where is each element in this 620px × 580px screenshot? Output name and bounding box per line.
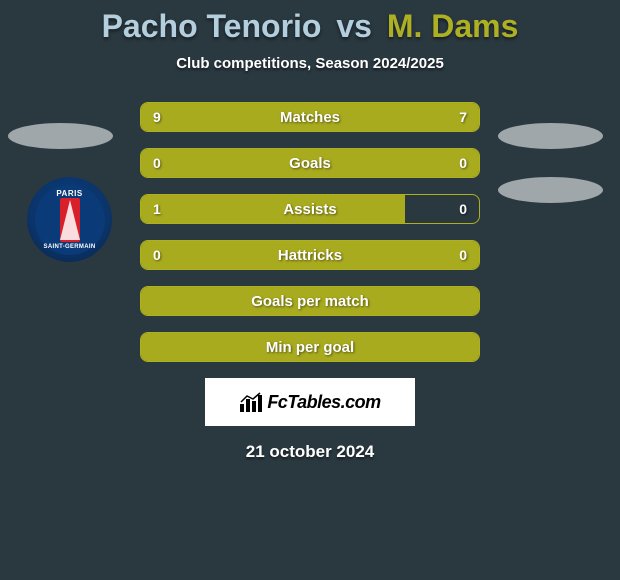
- stat-value-left: 1: [153, 195, 161, 223]
- stat-value-right: 0: [459, 149, 467, 177]
- date-text: 21 october 2024: [0, 442, 620, 462]
- player2-name: M. Dams: [387, 8, 519, 44]
- stat-row-hattricks: Hattricks0 0: [140, 240, 480, 270]
- stat-row-min-per-goal: Min per goal: [140, 332, 480, 362]
- stats-bars: Matches97Goals00Assists10Hattricks00Goal…: [140, 102, 480, 362]
- stat-value-left: 9: [153, 103, 161, 131]
- page-title: Pacho Tenorio vs M. Dams: [0, 8, 620, 45]
- vs-text: vs: [336, 8, 372, 44]
- psg-red-stripe: [60, 198, 80, 242]
- stat-value-left: 0: [153, 241, 161, 269]
- avatar-shadow-right-2: [498, 177, 603, 203]
- stat-value-right: 0: [459, 195, 467, 223]
- stat-label: Goals per match: [141, 287, 479, 315]
- stat-value-right: 7: [459, 103, 467, 131]
- stat-label: Min per goal: [141, 333, 479, 361]
- eiffel-icon: [60, 200, 80, 240]
- psg-text-top: PARIS: [56, 189, 82, 198]
- stat-row-assists: Assists1 0: [140, 194, 480, 224]
- stat-label: Goals: [141, 149, 479, 177]
- avatar-shadow-right-1: [498, 123, 603, 149]
- stat-row-goals: Goals0 0: [140, 148, 480, 178]
- comparison-infographic: Pacho Tenorio vs M. Dams Club competitio…: [0, 0, 620, 462]
- psg-badge-inner: PARIS SAINT-GERMAIN: [35, 185, 105, 255]
- brand-text: FcTables.com: [267, 392, 380, 413]
- stat-label: Hattricks: [141, 241, 479, 269]
- stat-value-left: 0: [153, 149, 161, 177]
- stat-row-matches: Matches9 7: [140, 102, 480, 132]
- brand-chart-icon: [239, 392, 263, 412]
- stat-row-goals-per-match: Goals per match: [140, 286, 480, 316]
- player1-name: Pacho Tenorio: [102, 8, 322, 44]
- avatar-shadow-left: [8, 123, 113, 149]
- stat-label: Matches: [141, 103, 479, 131]
- subtitle: Club competitions, Season 2024/2025: [0, 55, 620, 72]
- psg-text-bottom: SAINT-GERMAIN: [44, 244, 96, 250]
- club-badge-psg: PARIS SAINT-GERMAIN: [27, 177, 112, 262]
- stat-value-right: 0: [459, 241, 467, 269]
- brand-box: FcTables.com: [205, 378, 415, 426]
- stat-label: Assists: [141, 195, 479, 223]
